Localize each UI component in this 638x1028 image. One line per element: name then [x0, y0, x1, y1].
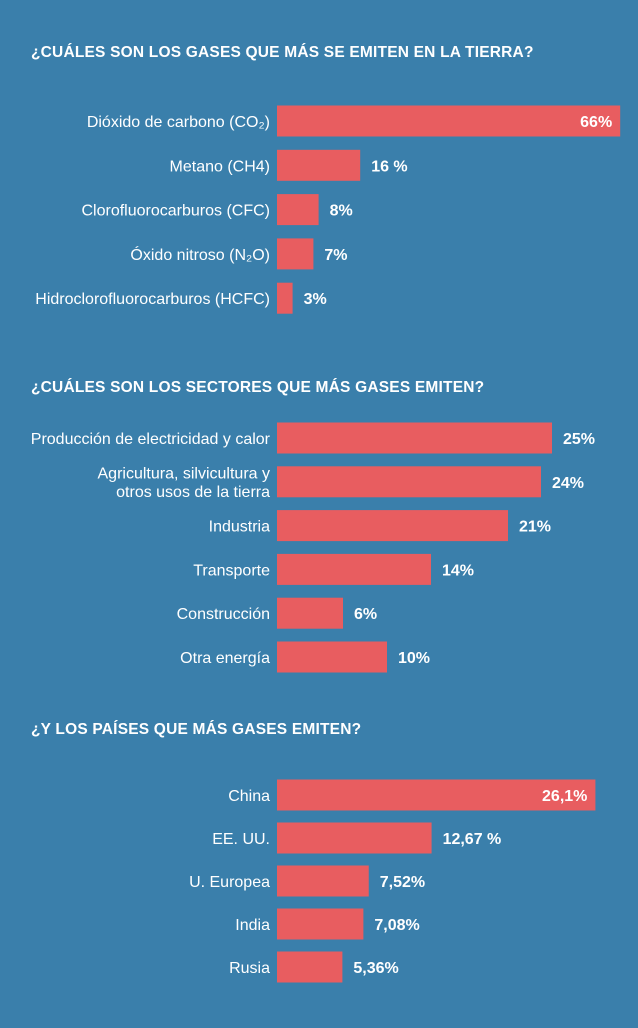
sector-value-label: 21% — [519, 519, 551, 536]
gas-bar — [277, 194, 319, 226]
gas-bar — [277, 282, 293, 314]
sector-category-label: Producción de electricidad y calor — [31, 431, 271, 448]
country-bar — [277, 865, 369, 897]
gas-bar — [277, 105, 621, 137]
sector-value-label: 14% — [442, 562, 474, 579]
country-value-label: 7,52% — [380, 874, 425, 891]
gas-value-label: 7% — [324, 247, 347, 264]
gas-bar — [277, 149, 361, 181]
sector-value-label: 6% — [354, 606, 377, 623]
countries-chart-title: ¿Y LOS PAÍSES QUE MÁS GASES EMITEN? — [31, 721, 362, 738]
country-bar — [277, 951, 343, 983]
country-category-label: China — [228, 788, 270, 805]
country-bar — [277, 908, 364, 940]
country-bar — [277, 779, 596, 811]
sector-category-label: Industria — [209, 519, 270, 536]
gas-value-label: 66% — [580, 114, 612, 131]
country-category-label: EE. UU. — [212, 831, 270, 848]
sector-category-label: Construcción — [177, 606, 270, 623]
sector-bar — [277, 641, 387, 673]
gas-category-label: Metano (CH4) — [170, 158, 270, 175]
sector-bar — [277, 597, 343, 629]
gas-value-label: 16 % — [371, 158, 407, 175]
sectors-bar-chart: Producción de electricidad y calor 25% Agr… — [31, 422, 595, 673]
gas-category-label: Dióxido de carbono (CO₂) — [87, 114, 270, 131]
sector-bar — [277, 422, 552, 454]
gas-category-label: Clorofluorocarburos (CFC) — [82, 203, 271, 220]
country-category-label: U. Europea — [189, 874, 270, 891]
sector-value-label: 10% — [398, 650, 430, 667]
sector-value-label: 25% — [563, 431, 595, 448]
gas-bar — [277, 238, 314, 270]
sectors-chart-title: ¿CUÁLES SON LOS SECTORES QUE MÁS GASES E… — [31, 379, 485, 396]
gas-value-label: 3% — [304, 291, 327, 308]
country-value-label: 7,08% — [374, 917, 419, 934]
sector-bar — [277, 553, 431, 585]
sector-bar — [277, 510, 508, 542]
country-bar — [277, 822, 432, 854]
gases-bar-chart: Dióxido de carbono (CO₂) 66% Metano (CH4) 1… — [35, 105, 621, 314]
sector-value-label: 24% — [552, 475, 584, 492]
gas-value-label: 8% — [330, 203, 353, 220]
sector-category-label: Agricultura, silvicultura y otros usos de… — [98, 466, 271, 502]
sector-category-label: Otra energía — [180, 650, 270, 667]
country-value-label: 26,1% — [542, 788, 587, 805]
country-value-label: 12,67 % — [443, 831, 502, 848]
gases-chart-title: ¿CUÁLES SON LOS GASES QUE MÁS SE EMITEN … — [31, 44, 534, 61]
country-category-label: India — [235, 917, 270, 934]
sector-bar — [277, 466, 541, 498]
sector-category-label: Transporte — [193, 562, 270, 579]
country-value-label: 5,36% — [353, 960, 398, 977]
gas-category-label: Hidroclorofluorocarburos (HCFC) — [35, 291, 270, 308]
country-category-label: Rusia — [229, 960, 270, 977]
gas-category-label: Óxido nitroso (N₂O) — [130, 245, 270, 264]
